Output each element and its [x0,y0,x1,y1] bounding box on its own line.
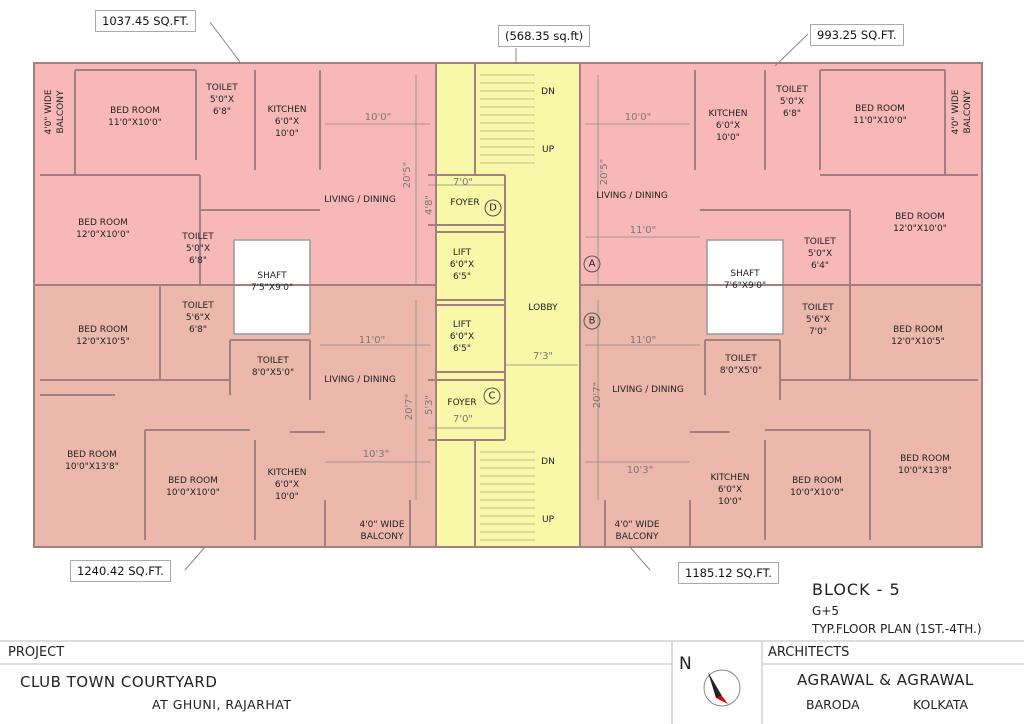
room-lift-1: LIFT 6'0"X 6'5" [449,248,475,282]
dim-br-h: 11'0" [629,335,657,346]
stair-bottom-dn: DN [541,457,555,467]
room-toilet-tl-1: TOILET 5'0"X 6'8" [206,83,238,117]
room-living-bl: LIVING / DINING [324,375,396,385]
shaft-left-box [233,239,311,335]
room-lobby: LOBBY [528,303,558,313]
room-balcony-br: 4'0" WIDE BALCONY [614,520,660,542]
dim-foyer-bot-w: 7'0" [452,414,474,425]
block-floors: G+5 [812,604,839,618]
stair-top-dn: DN [541,87,555,97]
shaft-right-box [706,239,784,335]
area-top-right: 993.25 SQ.FT. [810,24,904,46]
room-balcony-tl: 4'0" WIDE BALCONY [44,89,66,135]
room-living-tr: LIVING / DINING [596,191,668,201]
room-bed-bl-3: BED ROOM 10'0"X10'0" [166,476,220,498]
dim-tr-h2: 11'0" [629,225,657,236]
dim-foyer-top-h: 4'8" [424,194,435,216]
room-toilet-tr-2: TOILET 5'0"X 6'4" [804,237,836,271]
room-kitchen-bl: KITCHEN 6'0"X 10'0" [267,468,307,502]
area-core: (568.35 sq.ft) [498,25,591,47]
project-name: CLUB TOWN COURTYARD [20,673,218,691]
project-location: AT GHUNI, RAJARHAT [152,697,292,712]
stair-bottom-up: UP [541,515,555,525]
room-foyer-top: FOYER [450,198,480,208]
room-foyer-bottom: FOYER [447,398,477,408]
architects-city-1: BARODA [806,697,860,712]
dim-tl-h: 10'0" [364,112,392,123]
north-label: N [679,654,692,674]
marker-b: B [583,312,601,330]
block-plan: TYP.FLOOR PLAN (1ST.-4TH.) [812,622,982,636]
room-toilet-bl-1: TOILET 5'6"X 6'8" [182,301,214,335]
north-arrow-icon [703,669,741,707]
dim-lobby-w: 7'3" [532,351,554,362]
room-toilet-tr-1: TOILET 5'0"X 6'8" [776,85,808,119]
architects-city-2: KOLKATA [913,697,969,712]
room-bed-tl-2: BED ROOM 12'0"X10'0" [76,218,130,240]
room-shaft-left: SHAFT 7'5"X9'0" [250,271,294,293]
block-name: BLOCK - 5 [812,580,901,599]
room-bed-bl-2: BED ROOM 10'0"X13'8" [65,450,119,472]
room-kitchen-br: KITCHEN 6'0"X 10'0" [710,473,750,507]
room-toilet-bl-2: TOILET 8'0"X5'0" [251,356,295,378]
room-bed-tr-1: BED ROOM 11'0"X10'0" [853,104,907,126]
dim-tr-h: 10'0" [624,112,652,123]
area-bottom-left: 1240.42 SQ.FT. [70,560,171,582]
room-living-br: LIVING / DINING [612,385,684,395]
room-toilet-br-2: TOILET 8'0"X5'0" [719,354,763,376]
room-lift-2: LIFT 6'0"X 6'5" [449,320,475,354]
dim-br-h2: 10'3" [626,465,654,476]
room-bed-tl-1: BED ROOM 11'0"X10'0" [108,106,162,128]
room-bed-br-1: BED ROOM 12'0"X10'5" [891,325,945,347]
room-bed-br-2: BED ROOM 10'0"X10'0" [790,476,844,498]
project-label: PROJECT [8,645,65,660]
dim-tr-v: 20'5" [599,158,610,186]
area-bottom-right: 1185.12 SQ.FT. [678,562,779,584]
marker-a: A [583,255,601,273]
dim-tl-v: 20'5" [402,161,413,189]
dim-foyer-bot-h: 5'3" [424,394,435,416]
room-toilet-br-1: TOILET 5'6"X 7'0" [802,303,834,337]
stair-top-up: UP [541,145,555,155]
area-top-left: 1037.45 SQ.FT. [95,10,196,32]
marker-d: D [484,199,502,217]
room-balcony-bl: 4'0" WIDE BALCONY [359,520,405,542]
room-balcony-tr: 4'0" WIDE BALCONY [951,89,973,135]
room-kitchen-tl: KITCHEN 6'0"X 10'0" [267,105,307,139]
dim-bl-v: 20'7" [404,393,415,421]
room-bed-tr-2: BED ROOM 12'0"X10'0" [893,212,947,234]
room-bed-bl-1: BED ROOM 12'0"X10'5" [76,325,130,347]
room-bed-br-3: BED ROOM 10'0"X13'8" [898,454,952,476]
dim-bl-h: 11'0" [358,335,386,346]
room-toilet-tl-2: TOILET 5'0"X 6'8" [182,232,214,266]
architects-name: AGRAWAL & AGRAWAL [797,671,974,689]
room-shaft-right: SHAFT 7'6"X9'0" [723,269,767,291]
dim-br-v: 20'7" [592,381,603,409]
room-kitchen-tr: KITCHEN 6'0"X 10'0" [708,109,748,143]
marker-c: C [483,387,501,405]
room-living-tl: LIVING / DINING [324,195,396,205]
architects-label: ARCHITECTS [768,645,850,660]
dim-bl-h2: 10'3" [362,449,390,460]
dim-foyer-top-w: 7'0" [452,177,474,188]
